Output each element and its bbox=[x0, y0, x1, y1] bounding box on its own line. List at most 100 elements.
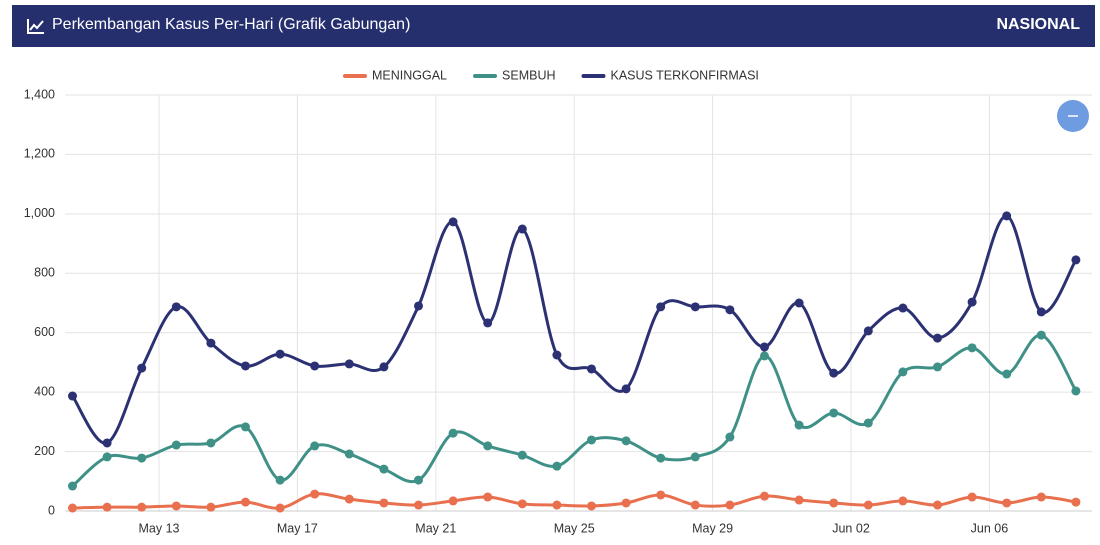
data-point bbox=[725, 500, 735, 510]
data-point bbox=[137, 363, 147, 373]
x-tick-label: Jun 06 bbox=[971, 521, 1009, 535]
data-point bbox=[483, 318, 493, 328]
data-point bbox=[344, 359, 354, 369]
y-tick-label: 1,000 bbox=[24, 206, 55, 220]
data-point bbox=[102, 438, 112, 448]
data-point bbox=[102, 502, 112, 512]
data-point bbox=[829, 368, 839, 378]
legend-label: MENINGGAL bbox=[372, 68, 447, 82]
data-point bbox=[102, 452, 112, 462]
data-point bbox=[656, 302, 666, 312]
data-point bbox=[933, 362, 942, 372]
data-point bbox=[794, 420, 804, 430]
y-tick-label: 400 bbox=[34, 384, 55, 398]
x-tick-label: May 21 bbox=[415, 521, 456, 535]
data-point bbox=[1002, 369, 1012, 379]
data-point bbox=[344, 449, 354, 459]
data-point bbox=[1002, 498, 1012, 508]
data-point bbox=[310, 441, 320, 451]
x-tick-label: Jun 02 bbox=[832, 521, 870, 535]
data-point bbox=[967, 343, 977, 353]
data-point bbox=[1036, 492, 1046, 502]
data-point bbox=[1036, 307, 1046, 317]
data-point bbox=[414, 500, 423, 510]
header-region: NASIONAL bbox=[996, 16, 1080, 33]
data-point bbox=[898, 303, 908, 313]
data-point bbox=[552, 500, 562, 510]
data-point bbox=[171, 501, 181, 511]
y-tick-label: 200 bbox=[34, 444, 55, 458]
data-point bbox=[552, 350, 562, 360]
data-point bbox=[794, 495, 804, 505]
data-point bbox=[68, 503, 77, 513]
data-point bbox=[760, 491, 769, 501]
x-tick-label: May 25 bbox=[554, 521, 595, 535]
data-point bbox=[656, 490, 666, 500]
data-point bbox=[448, 217, 458, 227]
legend-label: SEMBUH bbox=[502, 68, 555, 82]
data-point bbox=[310, 489, 320, 499]
data-point bbox=[794, 298, 804, 308]
x-tick-label: May 29 bbox=[692, 521, 733, 535]
data-point bbox=[621, 436, 631, 446]
data-point bbox=[898, 367, 908, 377]
data-point bbox=[275, 349, 285, 359]
data-point bbox=[344, 494, 354, 504]
data-point bbox=[587, 364, 596, 374]
data-point bbox=[483, 441, 493, 451]
data-point bbox=[448, 428, 458, 438]
y-tick-label: 1,200 bbox=[24, 147, 55, 161]
data-point bbox=[760, 342, 769, 352]
zoom-button[interactable] bbox=[1057, 100, 1089, 132]
data-point bbox=[1071, 386, 1081, 396]
data-point bbox=[68, 391, 77, 401]
data-point bbox=[863, 418, 873, 428]
data-point bbox=[483, 492, 493, 502]
y-tick-label: 800 bbox=[34, 266, 55, 280]
data-point bbox=[241, 422, 250, 432]
data-point bbox=[206, 438, 216, 448]
data-point bbox=[275, 503, 285, 513]
data-point bbox=[414, 475, 423, 485]
data-point bbox=[241, 361, 250, 371]
data-point bbox=[517, 450, 527, 460]
data-point bbox=[1071, 255, 1081, 265]
data-point bbox=[725, 305, 735, 315]
y-tick-label: 1,400 bbox=[24, 87, 55, 101]
x-tick-label: May 17 bbox=[277, 521, 318, 535]
data-point bbox=[552, 461, 562, 471]
data-point bbox=[379, 362, 389, 372]
data-point bbox=[587, 435, 596, 445]
data-point bbox=[414, 301, 423, 311]
data-point bbox=[898, 496, 908, 506]
header-title: Perkembangan Kasus Per-Hari (Grafik Gabu… bbox=[52, 16, 411, 33]
y-tick-label: 600 bbox=[34, 325, 55, 339]
data-point bbox=[241, 497, 250, 507]
chart-icon bbox=[27, 19, 44, 34]
data-point bbox=[171, 440, 181, 450]
data-point bbox=[621, 498, 631, 508]
data-point bbox=[829, 408, 839, 418]
data-point bbox=[933, 333, 942, 343]
data-point bbox=[517, 499, 527, 509]
data-point bbox=[829, 498, 839, 508]
data-point bbox=[275, 475, 285, 485]
data-point bbox=[171, 302, 181, 312]
data-point bbox=[863, 326, 873, 336]
data-point bbox=[379, 464, 389, 474]
data-point bbox=[206, 338, 216, 348]
data-point bbox=[690, 500, 700, 510]
data-point bbox=[967, 492, 977, 502]
data-point bbox=[1036, 330, 1046, 340]
data-point bbox=[448, 496, 458, 506]
data-point bbox=[1002, 211, 1012, 221]
data-point bbox=[137, 453, 147, 463]
data-point bbox=[1071, 497, 1081, 507]
data-point bbox=[379, 498, 389, 508]
data-point bbox=[760, 351, 769, 361]
x-tick-label: May 13 bbox=[139, 521, 180, 535]
data-point bbox=[621, 384, 631, 394]
data-point bbox=[310, 361, 320, 371]
